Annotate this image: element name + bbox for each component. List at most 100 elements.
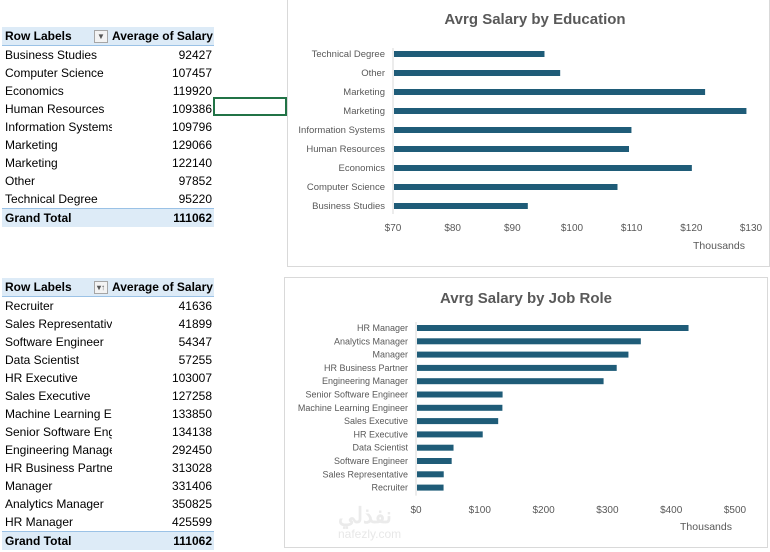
category-label: Recruiter (371, 483, 408, 493)
x-axis-title: Thousands (693, 240, 745, 252)
dropdown-arrow-icon[interactable]: ▼ (94, 29, 108, 43)
pivot-row[interactable]: Software Engineer 54347 (2, 333, 214, 351)
pivot-row[interactable]: Senior Software Eng 134138 (2, 423, 214, 441)
row-labels-header: Row Labels (5, 280, 72, 294)
category-label: Sales Representative (322, 469, 408, 479)
x-tick-label: $400 (660, 505, 683, 516)
row-value: 292450 (171, 443, 212, 457)
bar (417, 444, 454, 451)
category-label: Senior Software Engineer (305, 390, 408, 400)
x-tick-label: $500 (724, 505, 747, 516)
bar (417, 458, 452, 464)
watermark-logo: نفذلي nafezly.com (338, 503, 402, 542)
chart-salary-by-education[interactable]: Avrg Salary by Education Technical Degree… (287, 0, 770, 267)
bar (417, 325, 689, 331)
pivot-row[interactable]: Sales Representative 41899 (2, 315, 214, 333)
sort-ascending-icon[interactable]: ▾↑ (94, 280, 108, 294)
row-label: Senior Software Eng (5, 425, 112, 439)
x-tick-label: $0 (410, 505, 422, 516)
bar (417, 351, 629, 358)
row-labels-header: Row Labels (5, 29, 72, 43)
row-value: 97852 (178, 174, 212, 188)
x-tick-label: $200 (532, 505, 555, 516)
row-label: Economics (5, 84, 64, 98)
row-label: Human Resources (5, 102, 105, 116)
pivot-row[interactable]: Technical Degree 95220 (2, 190, 214, 208)
row-value: 133850 (171, 407, 212, 421)
category-label: Other (361, 68, 385, 79)
row-value: 109386 (171, 102, 212, 116)
pivot-row[interactable]: Other 97852 (2, 172, 214, 190)
row-value: 92427 (178, 48, 212, 62)
grand-total-row[interactable]: Grand Total 111062 (2, 531, 214, 550)
pivot-row[interactable]: Sales Executive 127258 (2, 387, 214, 405)
category-label: Information Systems (298, 125, 385, 136)
row-value: 107457 (171, 66, 212, 80)
bar (417, 404, 503, 411)
pivot-row[interactable]: Engineering Manager 292450 (2, 441, 214, 459)
row-label: Manager (5, 479, 53, 493)
category-label: HR Business Partner (324, 363, 408, 373)
row-value: 425599 (171, 515, 212, 529)
category-label: Engineering Manager (322, 376, 408, 386)
row-label: Marketing (5, 156, 58, 170)
pivot-row[interactable]: Information Systems 109796 (2, 118, 214, 136)
x-tick-label: $110 (621, 223, 643, 234)
x-tick-label: $70 (385, 223, 402, 234)
row-value: 119920 (172, 84, 212, 98)
pivot-row[interactable]: HR Manager 425599 (2, 513, 214, 531)
pivot-row[interactable]: Marketing 122140 (2, 154, 214, 172)
row-label: Information Systems (5, 120, 112, 134)
category-label: Sales Executive (344, 416, 408, 426)
row-value: 127258 (171, 389, 212, 403)
bar (394, 127, 632, 133)
pivot-row[interactable]: Business Studies 92427 (2, 46, 214, 64)
pivot-row[interactable]: Computer Science 107457 (2, 64, 214, 82)
row-value: 313028 (171, 461, 212, 475)
pivot-row[interactable]: Marketing 129066 (2, 136, 214, 154)
category-label: Software Engineer (334, 456, 408, 466)
pivot-row[interactable]: Human Resources 109386 (2, 100, 214, 118)
bar (417, 484, 444, 491)
chart-salary-by-jobrole[interactable]: Avrg Salary by Job Role HR Manager Analyti… (284, 277, 768, 548)
pivot-row[interactable]: Economics 119920 (2, 82, 214, 100)
bar (394, 70, 561, 76)
category-label: Computer Science (307, 182, 385, 193)
pivot-row[interactable]: Analytics Manager 350825 (2, 495, 214, 513)
category-label: Machine Learning Engineer (298, 403, 408, 413)
bar (394, 203, 528, 209)
chart-title: Avrg Salary by Education (444, 11, 625, 28)
bar (394, 89, 706, 95)
row-value: 134138 (171, 425, 212, 439)
row-label: Recruiter (5, 299, 54, 313)
row-label: Technical Degree (5, 192, 98, 206)
category-label: Technical Degree (312, 49, 385, 60)
pivot-row[interactable]: Data Scientist 57255 (2, 351, 214, 369)
grand-total-value: 111062 (173, 211, 212, 225)
x-tick-label: $100 (469, 505, 492, 516)
selected-cell[interactable] (213, 97, 287, 116)
row-value: 57255 (178, 353, 212, 367)
pivot-row[interactable]: HR Executive 103007 (2, 369, 214, 387)
row-label: HR Business Partner (5, 461, 112, 475)
value-header: Average of Salary (112, 29, 213, 43)
bar (417, 338, 641, 345)
pivot-row[interactable]: Manager 331406 (2, 477, 214, 495)
grand-total-value: 111062 (173, 534, 212, 548)
row-value: 95220 (178, 192, 212, 206)
x-axis-title: Thousands (680, 521, 732, 533)
row-label: Computer Science (5, 66, 104, 80)
category-label: HR Manager (357, 323, 408, 333)
pivot-header: Row Labels ▼ Average of Salary (2, 27, 214, 46)
category-label: Economics (339, 163, 386, 174)
pivot-row[interactable]: Machine Learning En 133850 (2, 405, 214, 423)
row-label: Analytics Manager (5, 497, 104, 511)
grand-total-row[interactable]: Grand Total 111062 (2, 208, 214, 227)
x-tick-label: $90 (504, 223, 521, 234)
grand-total-label: Grand Total (5, 211, 72, 225)
pivot-row[interactable]: Recruiter 41636 (2, 297, 214, 315)
row-label: Sales Representative (5, 317, 112, 331)
pivot-row[interactable]: HR Business Partner 313028 (2, 459, 214, 477)
value-header: Average of Salary (112, 280, 213, 294)
bar (394, 165, 692, 171)
